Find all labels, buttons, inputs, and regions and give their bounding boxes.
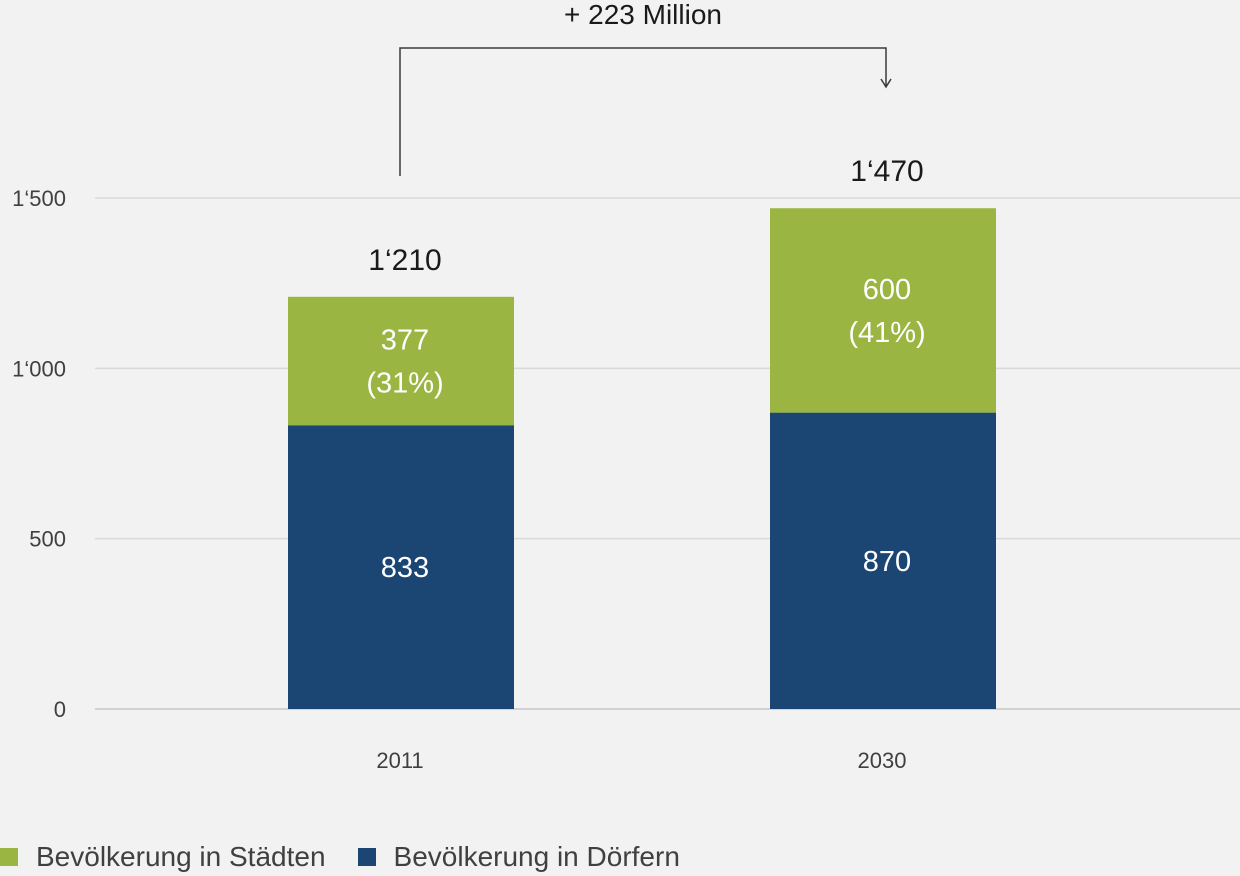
legend-label-villages: Bevölkerung in Dörfern xyxy=(393,841,680,872)
x-tick-label: 2011 xyxy=(376,748,423,773)
bar-segment xyxy=(288,296,514,426)
legend-label-cities: Bevölkerung in Städten xyxy=(36,841,326,872)
bar-segment xyxy=(288,425,514,709)
bracket-line xyxy=(399,47,887,176)
y-tick-label: 500 xyxy=(29,527,66,552)
bar-segment-label: 600 xyxy=(863,274,911,306)
bracket-arrowhead xyxy=(880,78,892,89)
legend-item-villages: Bevölkerung in Dörfern xyxy=(357,841,680,873)
bar-total-label: 1‘470 xyxy=(850,155,923,188)
y-tick-label: 1‘000 xyxy=(12,356,66,381)
x-tick-label: 2030 xyxy=(858,748,907,773)
bar-segment-label: 377 xyxy=(381,325,429,357)
bar-segment xyxy=(770,208,996,413)
legend-swatch-cities xyxy=(0,848,18,866)
chart: 0 500 1‘000 1‘500 833 377 (31%) 1‘210 2011 870 600… xyxy=(12,0,1240,773)
bar-total-label: 1‘210 xyxy=(368,244,441,277)
y-tick-label: 1‘500 xyxy=(12,186,66,211)
bar-segment-label: (41%) xyxy=(848,317,925,349)
bar-segment-label: 833 xyxy=(381,552,429,584)
growth-annotation: + 223 Million xyxy=(564,0,722,30)
bar-segment-label: (31%) xyxy=(366,368,443,400)
bar-segment xyxy=(770,412,996,709)
legend-swatch-villages xyxy=(357,848,376,866)
y-tick-label: 0 xyxy=(54,697,66,722)
legend-item-cities: Bevölkerung in Städten xyxy=(0,841,326,873)
bar-segment-label: 870 xyxy=(863,546,911,578)
legend: Bevölkerung in Städten Bevölkerung in Dö… xyxy=(0,838,712,876)
